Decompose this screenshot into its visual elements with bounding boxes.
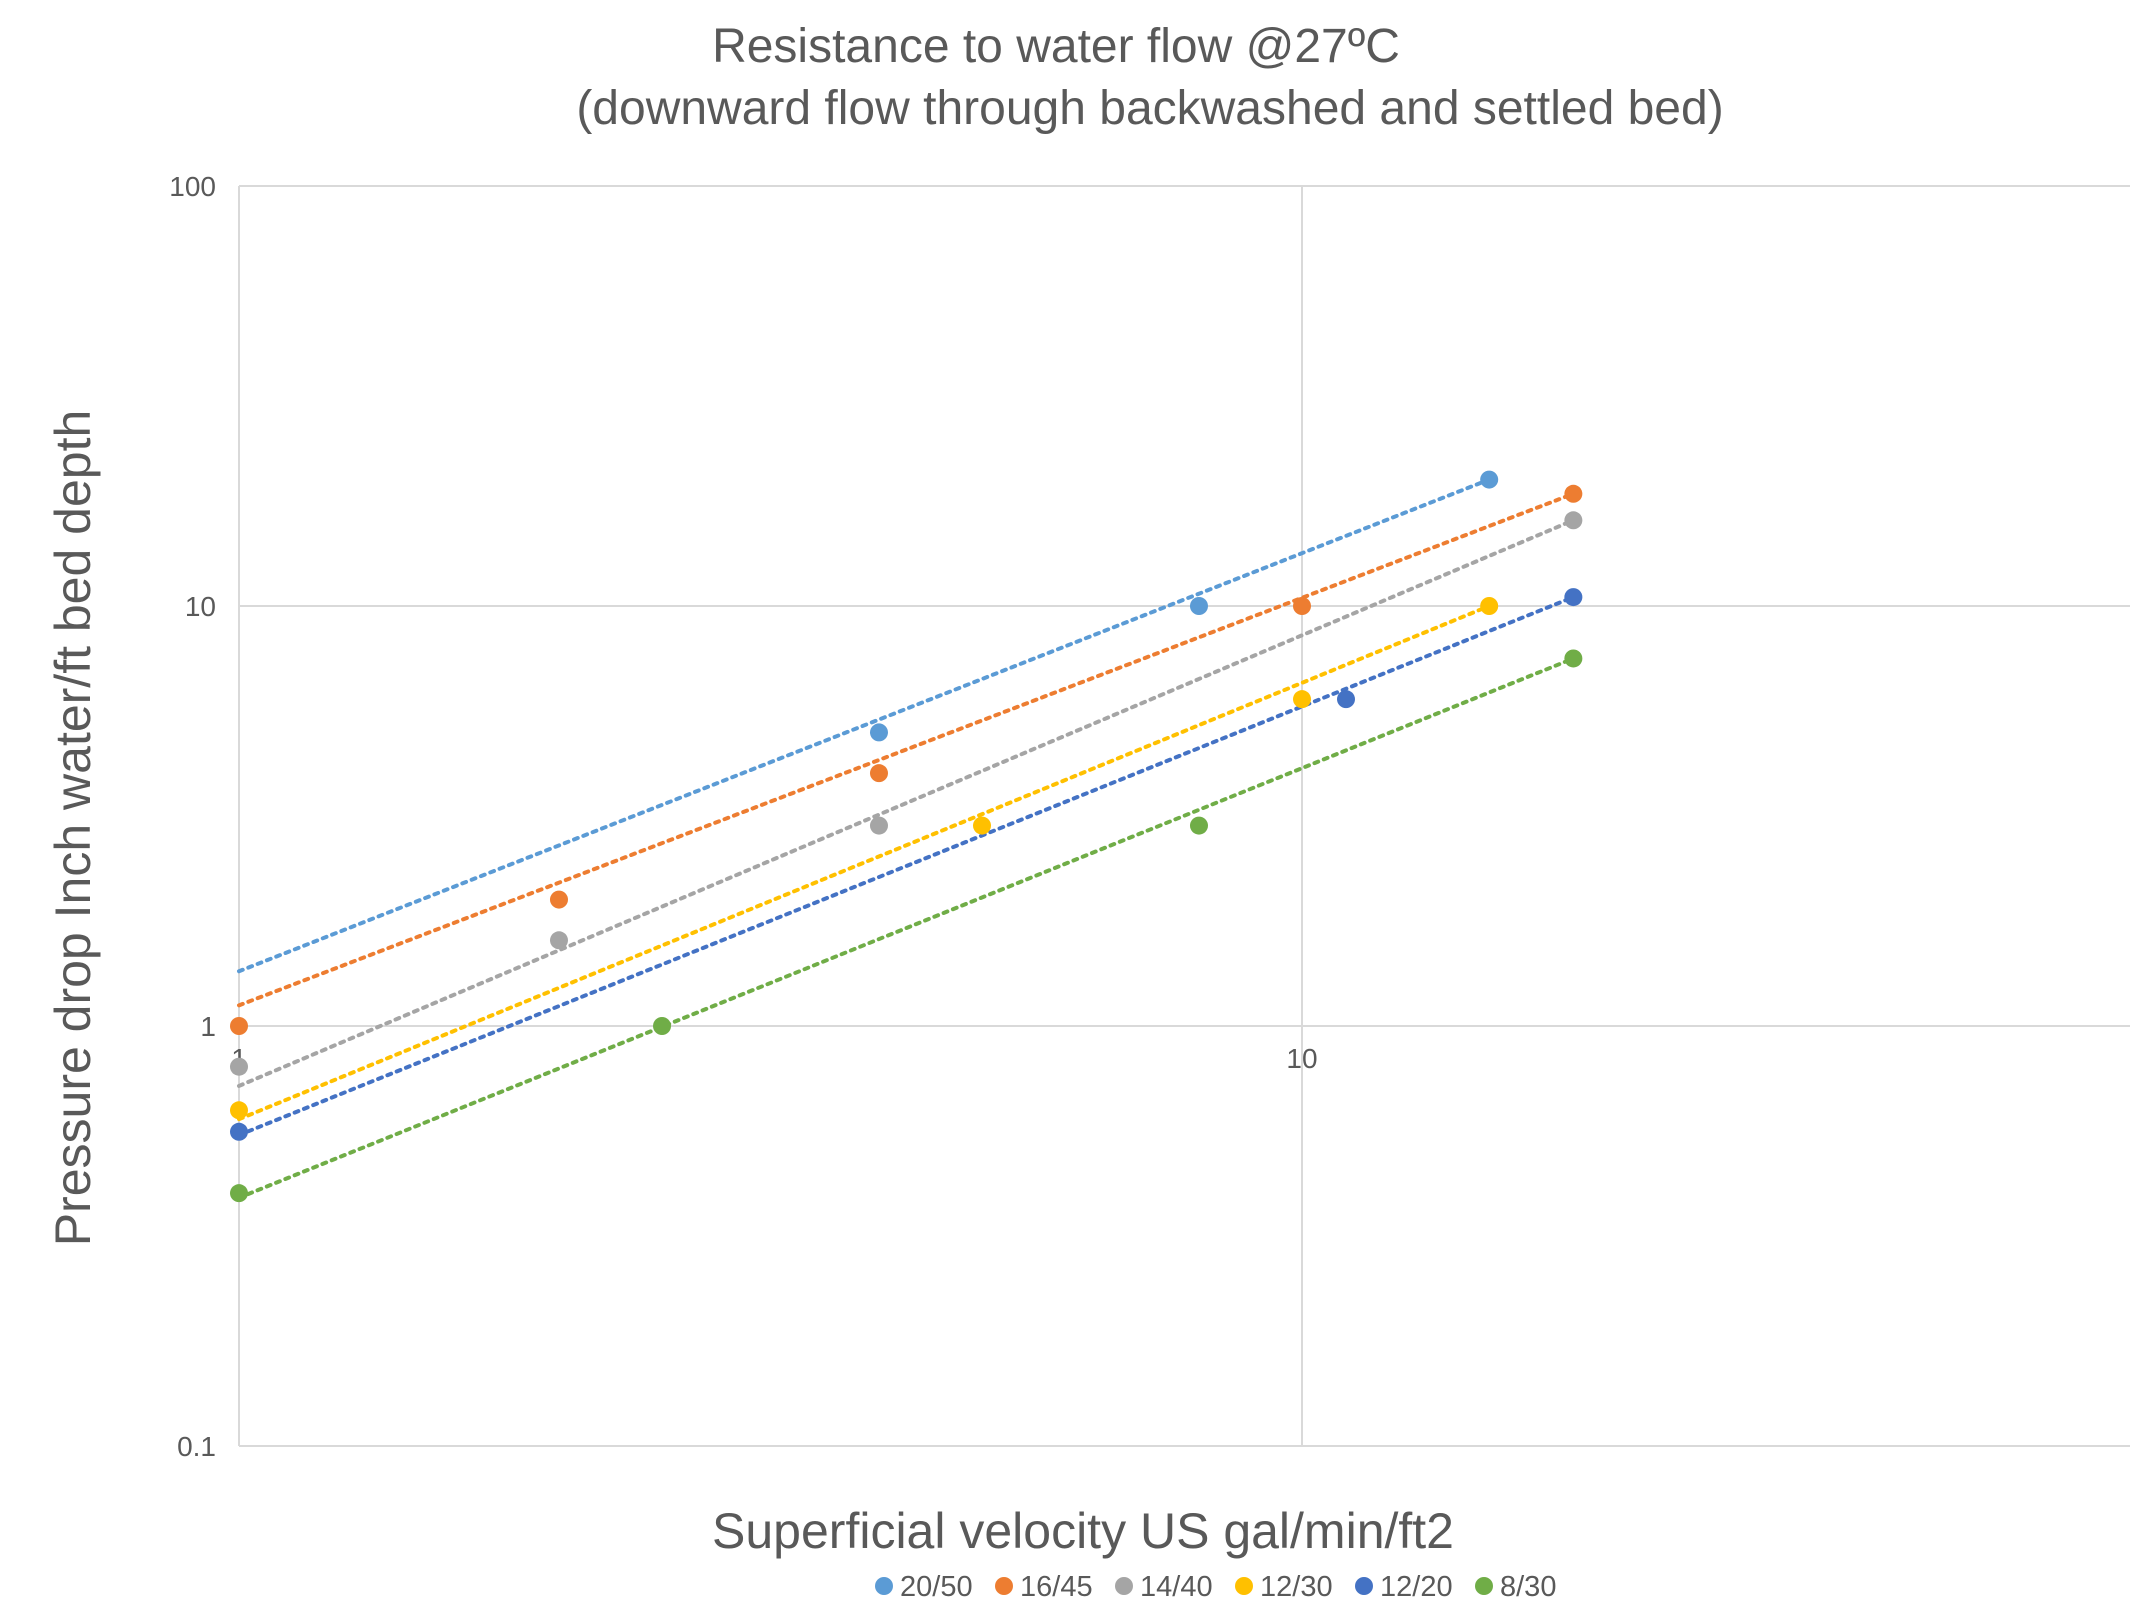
y-tick-label: 100 [169, 171, 216, 202]
data-point-8-30 [653, 1017, 672, 1035]
legend: 20/50 16/45 14/40 12/30 12/20 8/30 [875, 1571, 1556, 1603]
trendline-16-45 [237, 491, 1576, 1008]
data-point-16-45 [869, 764, 888, 783]
data-points [230, 470, 1583, 1203]
data-point-20-50 [1189, 597, 1208, 615]
data-point-12-30 [1480, 597, 1499, 615]
data-point-14-40 [230, 1057, 248, 1076]
data-point-16-45 [549, 890, 568, 909]
data-point-20-50 [1480, 470, 1499, 489]
data-point-14-40 [869, 816, 888, 835]
y-tick-label: 1 [200, 1011, 216, 1042]
data-point-12-30 [973, 816, 992, 835]
data-point-12-30 [230, 1101, 248, 1120]
legend-marker [1355, 1577, 1373, 1595]
trendline-12-20 [237, 595, 1576, 1138]
data-point-12-30 [1293, 690, 1311, 709]
trendline-8-30 [237, 656, 1576, 1200]
data-point-20-50 [869, 723, 888, 742]
trendlines [237, 477, 1576, 1200]
legend-marker [875, 1577, 893, 1595]
legend-label: 14/40 [1140, 1571, 1213, 1603]
y-tick-label: 10 [185, 591, 216, 622]
data-point-16-45 [230, 1017, 248, 1035]
data-point-8-30 [1564, 649, 1583, 668]
legend-label: 12/30 [1260, 1571, 1333, 1603]
x-tick-label: 10 [1286, 1043, 1317, 1074]
data-point-12-20 [230, 1122, 248, 1141]
chart-subtitle: (downward flow through backwashed and se… [576, 82, 1723, 135]
legend-marker [1115, 1577, 1133, 1595]
data-point-12-20 [1564, 588, 1583, 607]
data-point-14-40 [1564, 511, 1583, 530]
legend-marker [1475, 1577, 1493, 1595]
tick-labels: 0.1110100110 [169, 171, 1317, 1462]
trendline-12-30 [237, 604, 1492, 1122]
y-tick-label: 0.1 [177, 1431, 216, 1462]
legend-marker [1235, 1577, 1253, 1595]
legend-label: 12/20 [1380, 1571, 1453, 1603]
data-point-16-45 [1293, 597, 1311, 615]
data-point-14-40 [549, 931, 568, 950]
legend-label: 16/45 [1020, 1571, 1093, 1603]
grid [238, 185, 2130, 1447]
legend-label: 20/50 [900, 1571, 973, 1603]
trendline-14-40 [237, 518, 1576, 1088]
chart-title: Resistance to water flow @27ºC [712, 20, 1400, 73]
data-point-16-45 [1564, 484, 1583, 503]
y-axis-title: Pressure drop Inch water/ft bed depth [45, 410, 101, 1247]
data-point-8-30 [230, 1184, 248, 1203]
data-point-8-30 [1189, 816, 1208, 835]
legend-label: 8/30 [1500, 1571, 1556, 1603]
x-axis-title: Superficial velocity US gal/min/ft2 [712, 1503, 1454, 1559]
trendline-20-50 [237, 477, 1492, 974]
data-point-12-20 [1337, 690, 1356, 709]
legend-marker [995, 1577, 1013, 1595]
